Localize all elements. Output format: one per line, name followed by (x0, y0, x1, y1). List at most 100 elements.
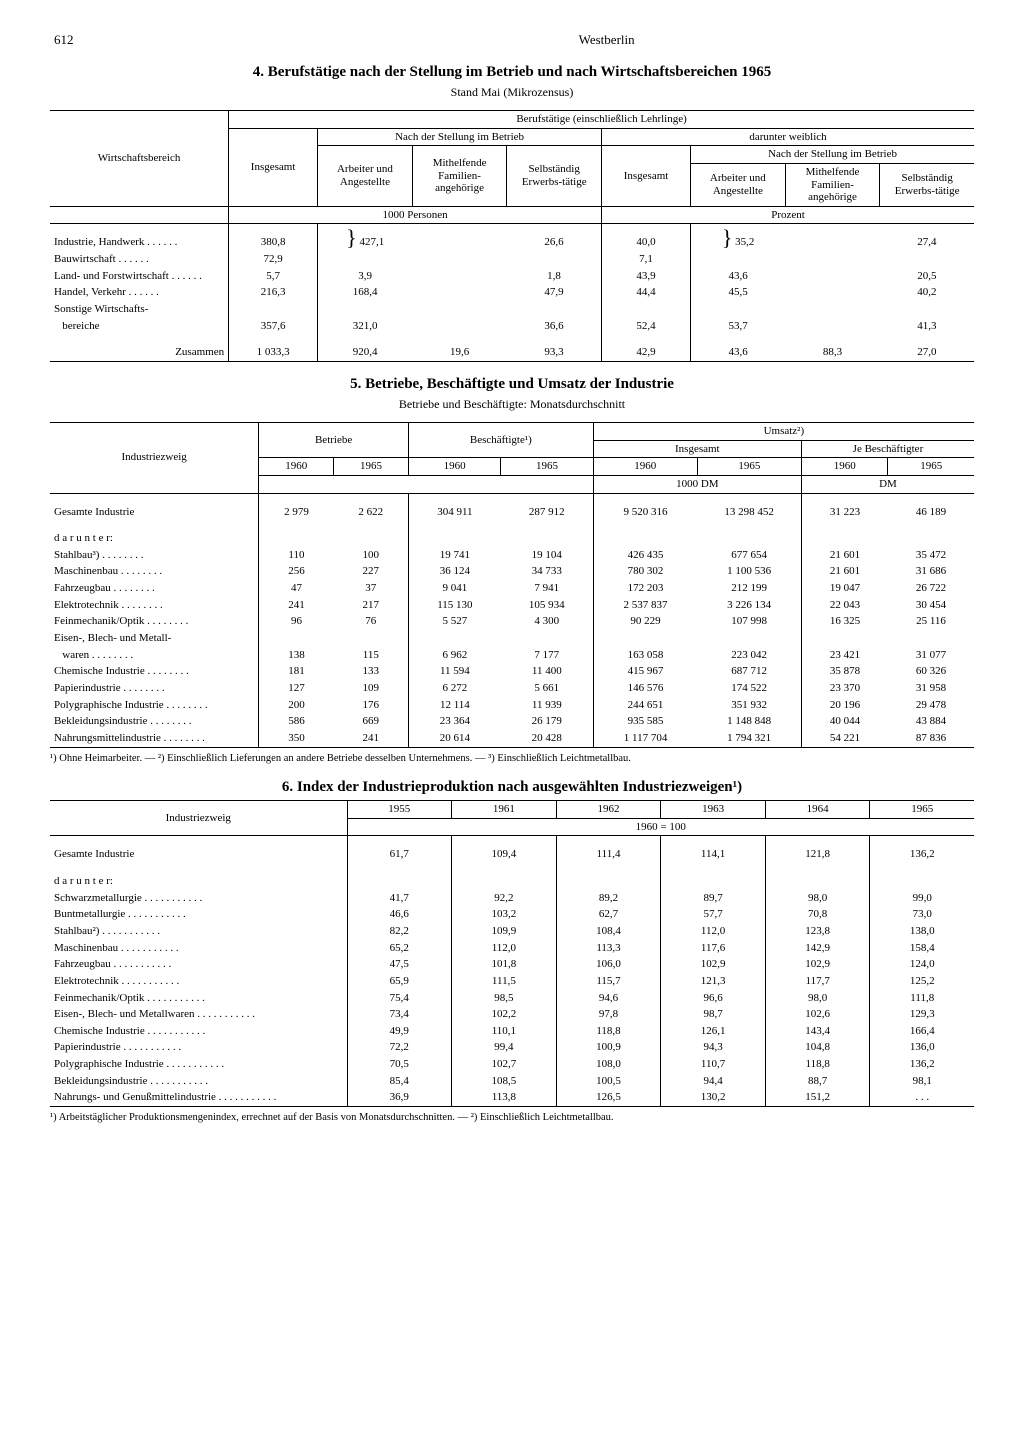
cell: 100 (334, 547, 409, 564)
table-row: Buntmetallurgie . . . . . . . . . . .46,… (50, 906, 974, 923)
cell: 47,5 (347, 956, 452, 973)
cell: 1 794 321 (697, 730, 801, 747)
t5-unit2: DM (801, 475, 974, 493)
cell: 65,2 (347, 940, 452, 957)
cell (801, 630, 888, 647)
cell: 102,2 (452, 1006, 557, 1023)
cell: 586 (259, 713, 334, 730)
cell: 304 911 (408, 504, 500, 521)
cell: 19 741 (408, 547, 500, 564)
cell: 172 203 (593, 580, 697, 597)
cell: 108,5 (452, 1073, 557, 1090)
cell: 41,7 (347, 890, 452, 907)
row-label: Bauwirtschaft . . . . . . (50, 251, 229, 268)
cell: 54 221 (801, 730, 888, 747)
cell (785, 301, 880, 318)
cell: 174 522 (697, 680, 801, 697)
cell: 3 226 134 (697, 597, 801, 614)
cell: 6 272 (408, 680, 500, 697)
cell (259, 630, 334, 647)
cell: 163 058 (593, 647, 697, 664)
cell: 7 941 (501, 580, 593, 597)
cell: 31 077 (888, 647, 974, 664)
cell: 44,4 (602, 284, 691, 301)
cell: 216,3 (229, 284, 318, 301)
cell: 26,6 (507, 234, 602, 251)
table-row: Sonstige Wirtschafts- (50, 301, 974, 318)
cell (412, 318, 507, 335)
t5-col-plants: Betriebe (259, 422, 409, 457)
cell: 37 (334, 580, 409, 597)
t6-y4: 1964 (765, 801, 870, 819)
t5-y4: 1965 (501, 458, 593, 476)
cell: 138,0 (870, 923, 974, 940)
cell: 109 (334, 680, 409, 697)
t4-col-total-l: Insgesamt (229, 128, 318, 206)
cell: 158,4 (870, 940, 974, 957)
cell: 98,0 (765, 890, 870, 907)
t6-y5: 1965 (870, 801, 974, 819)
t6-col-branch: Industriezweig (50, 801, 347, 836)
cell: 102,9 (765, 956, 870, 973)
cell: 110 (259, 547, 334, 564)
row-label: Fahrzeugbau . . . . . . . . . . . (50, 956, 347, 973)
cell: 115 (334, 647, 409, 664)
cell: 26 179 (501, 713, 593, 730)
cell: 16 325 (801, 613, 888, 630)
cell: 1,8 (507, 268, 602, 285)
cell: 19 104 (501, 547, 593, 564)
cell: 45,5 (691, 284, 786, 301)
row-label: Chemische Industrie . . . . . . . . . . … (50, 1023, 347, 1040)
t5-y3: 1960 (408, 458, 500, 476)
cell: 47,9 (507, 284, 602, 301)
t6-y2: 1962 (556, 801, 661, 819)
t4-unit-l: 1000 Personen (229, 206, 602, 224)
t5-col-branch: Industriezweig (50, 422, 259, 493)
cell: 99,4 (452, 1039, 557, 1056)
cell: 30 454 (888, 597, 974, 614)
cell: 12 114 (408, 697, 500, 714)
cell: 111,4 (556, 846, 661, 863)
cell: 102,7 (452, 1056, 557, 1073)
cell (785, 284, 880, 301)
table-row: Eisen-, Blech- und Metallwaren . . . . .… (50, 1006, 974, 1023)
cell: 176 (334, 697, 409, 714)
cell: 96 (259, 613, 334, 630)
t5-subtitle: Betriebe und Beschäftigte: Monatsdurchsc… (50, 397, 974, 412)
cell: 351 932 (697, 697, 801, 714)
page-number: 612 (50, 30, 307, 50)
t4-col-top: Berufstätige (einschließlich Lehrlinge) (229, 111, 974, 129)
cell: 146 576 (593, 680, 697, 697)
row-label: Schwarzmetallurgie . . . . . . . . . . . (50, 890, 347, 907)
cell: 117,6 (661, 940, 766, 957)
cell: } 35,2 (691, 234, 786, 251)
cell: 27,4 (880, 234, 974, 251)
cell: 72,9 (229, 251, 318, 268)
cell: 217 (334, 597, 409, 614)
table-row: Stahlbau³) . . . . . . . .11010019 74119… (50, 547, 974, 564)
table-row: Papierindustrie . . . . . . . . . . .72,… (50, 1039, 974, 1056)
cell: 687 712 (697, 663, 801, 680)
cell (880, 251, 974, 268)
row-label: Handel, Verkehr . . . . . . (50, 284, 229, 301)
t5-total-label: Gesamte Industrie (50, 504, 259, 521)
cell: 23 421 (801, 647, 888, 664)
cell: 49,9 (347, 1023, 452, 1040)
cell: 110,1 (452, 1023, 557, 1040)
t5-unit1: 1000 DM (593, 475, 801, 493)
cell: 61,7 (347, 846, 452, 863)
t6-base: 1960 = 100 (347, 818, 974, 836)
cell: 99,0 (870, 890, 974, 907)
t4-col-self-l: Selbständig Erwerbs-tätige (507, 146, 602, 207)
cell: 31 686 (888, 563, 974, 580)
cell: 227 (334, 563, 409, 580)
cell: 9 520 316 (593, 504, 697, 521)
table-row: Handel, Verkehr . . . . . .216,3168,447,… (50, 284, 974, 301)
cell (334, 630, 409, 647)
cell: 34 733 (501, 563, 593, 580)
t5-y6: 1965 (697, 458, 801, 476)
row-label: Papierindustrie . . . . . . . . (50, 680, 259, 697)
t4-col-sector: Wirtschaftsbereich (50, 111, 229, 207)
cell (602, 301, 691, 318)
region-title: Westberlin (307, 30, 906, 50)
